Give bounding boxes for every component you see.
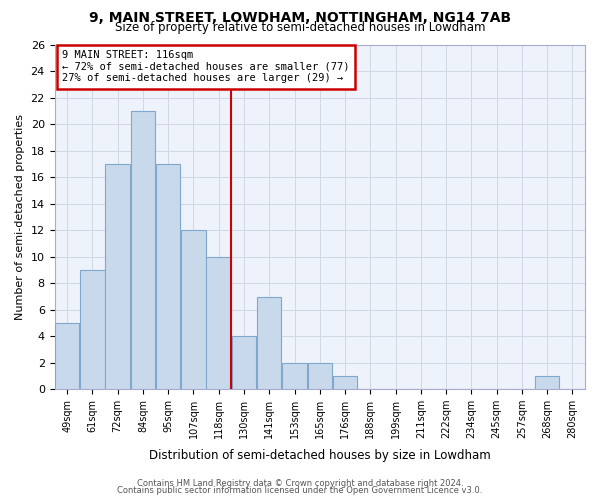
Bar — [308, 362, 332, 389]
Bar — [156, 164, 181, 389]
Bar — [181, 230, 206, 389]
Bar — [232, 336, 256, 389]
Bar — [282, 362, 307, 389]
X-axis label: Distribution of semi-detached houses by size in Lowdham: Distribution of semi-detached houses by … — [149, 450, 491, 462]
Bar — [106, 164, 130, 389]
Bar — [131, 111, 155, 389]
Text: Size of property relative to semi-detached houses in Lowdham: Size of property relative to semi-detach… — [115, 22, 485, 35]
Bar — [257, 296, 281, 389]
Text: Contains HM Land Registry data © Crown copyright and database right 2024.: Contains HM Land Registry data © Crown c… — [137, 478, 463, 488]
Text: Contains public sector information licensed under the Open Government Licence v3: Contains public sector information licen… — [118, 486, 482, 495]
Text: 9 MAIN STREET: 116sqm
← 72% of semi-detached houses are smaller (77)
27% of semi: 9 MAIN STREET: 116sqm ← 72% of semi-deta… — [62, 50, 350, 84]
Bar — [55, 323, 79, 389]
Text: 9, MAIN STREET, LOWDHAM, NOTTINGHAM, NG14 7AB: 9, MAIN STREET, LOWDHAM, NOTTINGHAM, NG1… — [89, 11, 511, 25]
Bar — [80, 270, 104, 389]
Bar — [535, 376, 559, 389]
Bar — [206, 257, 231, 389]
Bar — [333, 376, 357, 389]
Y-axis label: Number of semi-detached properties: Number of semi-detached properties — [15, 114, 25, 320]
